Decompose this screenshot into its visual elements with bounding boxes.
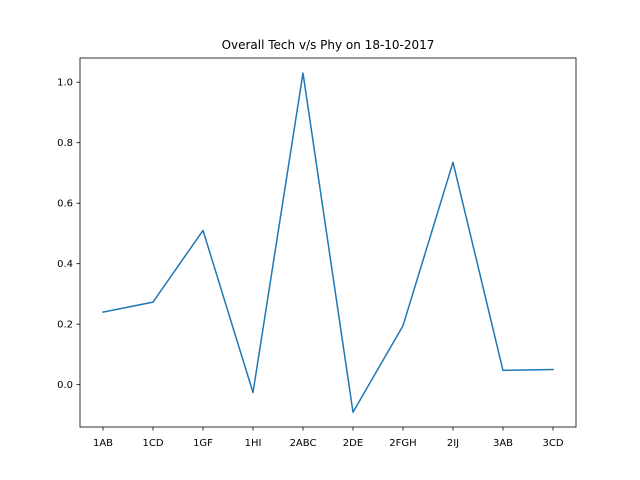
series-layer bbox=[102, 72, 554, 413]
y-tick-label: 0.4 bbox=[57, 259, 73, 270]
y-tick-label: 0.0 bbox=[57, 380, 73, 391]
y-tick-label: 0.6 bbox=[57, 199, 73, 210]
x-tick-label: 1AB bbox=[93, 438, 113, 449]
x-tick-label: 3CD bbox=[542, 438, 563, 449]
y-axis: 0.0 0.2 0.4 0.6 0.8 1.0 bbox=[57, 78, 80, 391]
x-tick-label: 2DE bbox=[343, 438, 363, 449]
series-line bbox=[102, 72, 554, 413]
x-tick-label: 2IJ bbox=[447, 438, 459, 449]
x-axis: 1AB 1CD 1GF 1HI 2ABC 2DE 2FGH 2IJ 3AB 3CD bbox=[93, 427, 564, 449]
x-tick-label: 1HI bbox=[245, 438, 262, 449]
y-tick-label: 0.2 bbox=[57, 320, 73, 331]
x-tick-label: 3AB bbox=[493, 438, 513, 449]
x-tick-label: 1CD bbox=[142, 438, 163, 449]
x-tick-label: 1GF bbox=[193, 438, 213, 449]
x-tick-label: 2ABC bbox=[290, 438, 317, 449]
chart-title: Overall Tech v/s Phy on 18-10-2017 bbox=[222, 38, 435, 52]
y-tick-label: 0.8 bbox=[57, 138, 73, 149]
x-tick-label: 2FGH bbox=[389, 438, 416, 449]
plot-frame bbox=[79, 57, 577, 428]
y-tick-label: 1.0 bbox=[57, 78, 73, 89]
